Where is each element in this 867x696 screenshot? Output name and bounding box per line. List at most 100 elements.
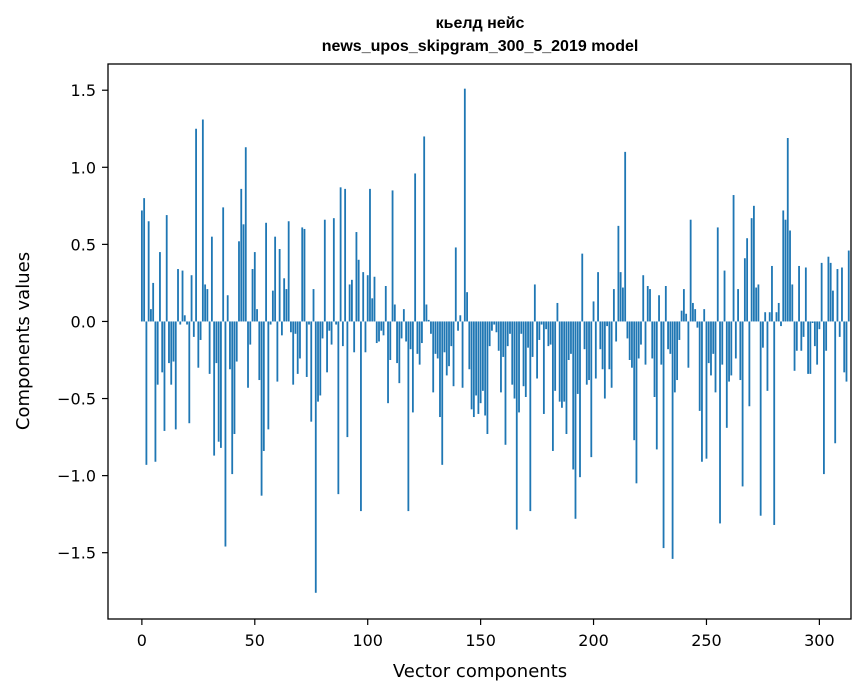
bar (601, 321, 604, 370)
bar (746, 238, 749, 322)
bar (759, 321, 762, 516)
bar (183, 315, 186, 322)
bar (689, 219, 692, 322)
bar (572, 321, 575, 470)
bar (687, 321, 690, 368)
bar (432, 321, 435, 393)
bar (407, 321, 410, 512)
bar (346, 321, 349, 438)
bar (292, 321, 295, 385)
bar (820, 262, 823, 322)
bar (258, 321, 261, 381)
bar (791, 284, 794, 322)
bar (615, 321, 618, 342)
bar (285, 289, 288, 322)
bar (547, 321, 550, 347)
bar (470, 321, 473, 410)
bar (301, 227, 304, 322)
bar (825, 321, 828, 351)
bar (188, 321, 191, 424)
bar (265, 222, 267, 322)
bar (445, 321, 448, 376)
bar (721, 321, 724, 365)
bar (773, 321, 776, 525)
bar (276, 321, 279, 382)
bar (585, 321, 588, 385)
bar (655, 321, 658, 450)
bar (538, 321, 541, 340)
bar (606, 321, 608, 327)
bar (522, 321, 525, 387)
bar (398, 321, 401, 384)
bar (409, 321, 412, 350)
bar (626, 321, 629, 339)
bar (224, 321, 227, 547)
bar (696, 321, 699, 328)
bar (479, 321, 482, 404)
bar (317, 321, 319, 402)
bar (378, 321, 380, 342)
bar (402, 309, 405, 322)
bar (441, 321, 444, 465)
bar (777, 302, 780, 322)
bar (533, 284, 536, 322)
bar (588, 321, 590, 381)
x-tick-label: 0 (137, 631, 147, 650)
bar (161, 321, 164, 373)
bar (669, 321, 672, 354)
bar (750, 218, 753, 322)
bar (678, 321, 681, 340)
bar (637, 321, 640, 359)
bar (513, 321, 516, 399)
bar (561, 321, 563, 408)
bar (694, 309, 697, 322)
bar (208, 321, 211, 374)
bar (509, 321, 511, 334)
bar (841, 267, 843, 322)
bar (597, 272, 599, 322)
chart-subtitle: news_upos_skipgram_300_5_2019 model (322, 38, 639, 55)
bar (201, 119, 204, 322)
bar (832, 290, 834, 322)
bar (461, 321, 464, 388)
bar (506, 321, 509, 347)
bar (581, 253, 584, 322)
bar (477, 321, 480, 414)
bar (500, 321, 502, 393)
bar (612, 289, 615, 322)
bar (362, 272, 365, 322)
bar (723, 270, 726, 322)
bar (226, 295, 229, 322)
bar (515, 321, 518, 530)
bar (339, 187, 342, 322)
bar (330, 321, 333, 345)
bar (782, 210, 785, 322)
bar (427, 319, 430, 322)
bar (739, 321, 742, 381)
bar (172, 321, 175, 362)
bar (454, 247, 457, 322)
bar (177, 269, 179, 322)
bar (495, 321, 498, 333)
bar (491, 321, 493, 331)
bar (775, 312, 778, 322)
y-tick-label: 0.0 (71, 312, 96, 331)
bar (267, 321, 270, 430)
bar (217, 321, 220, 442)
bar (319, 321, 322, 396)
bar (771, 265, 773, 322)
bar (813, 321, 816, 347)
bar (247, 321, 249, 388)
bar (631, 321, 633, 368)
bar (583, 321, 586, 350)
bar (579, 321, 581, 478)
bar (283, 278, 286, 322)
bar (737, 289, 739, 322)
bar (436, 321, 439, 359)
bar (682, 289, 685, 322)
bar (299, 321, 301, 359)
bar (249, 321, 252, 345)
bar (416, 321, 419, 354)
y-tick-label: 1.0 (71, 158, 96, 177)
